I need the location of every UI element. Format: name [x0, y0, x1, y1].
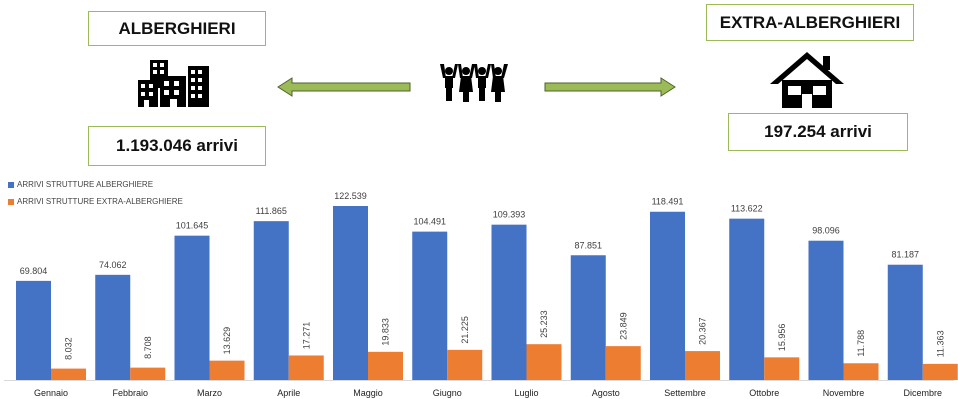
data-label-extra: 13.629 — [222, 327, 232, 355]
data-label-extra: 21.225 — [460, 316, 470, 344]
arrivals-bar-chart: 69.804 8.032 Gennaio 74.062 8.708 Febbraio 101… — [4, 191, 958, 398]
data-label-hotel: 74.062 — [99, 260, 127, 270]
extra-arrivals: 197.254 arrivi — [764, 122, 872, 141]
x-tick-label: Dicembre — [903, 388, 942, 398]
bar-hotel — [808, 240, 844, 380]
bar-extra — [764, 357, 800, 380]
extra-arrivals-box: 197.254 arrivi — [728, 113, 908, 151]
data-label-hotel: 109.393 — [493, 210, 526, 220]
data-label-hotel: 101.645 — [176, 221, 209, 231]
data-label-extra: 8.708 — [143, 336, 153, 359]
bar-hotel — [729, 218, 765, 380]
bar-hotel — [174, 235, 210, 380]
data-label-extra: 20.367 — [698, 317, 708, 345]
x-tick-label: Febbraio — [112, 388, 148, 398]
bar-hotel — [650, 211, 685, 380]
x-tick-label: Novembre — [823, 388, 865, 398]
bar-hotel — [570, 255, 606, 380]
bar-hotel — [253, 221, 289, 380]
bar-hotel — [887, 264, 923, 380]
x-tick-label: Marzo — [197, 388, 222, 398]
data-label-hotel: 118.491 — [652, 197, 684, 207]
data-label-hotel: 111.865 — [256, 206, 287, 216]
x-tick-label: Aprile — [277, 388, 300, 398]
bar-extra — [605, 346, 641, 380]
x-tick-label: Luglio — [514, 388, 538, 398]
bar-extra — [843, 363, 879, 380]
bar-extra — [209, 360, 245, 380]
data-label-hotel: 113.622 — [731, 204, 763, 214]
bar-extra — [288, 355, 324, 380]
data-label-hotel: 122.539 — [334, 191, 367, 201]
legend-swatch-hotel — [8, 181, 14, 188]
bar-hotel — [16, 280, 51, 380]
bar-hotel — [412, 231, 448, 380]
bar-extra — [368, 351, 403, 380]
data-label-hotel: 104.491 — [413, 217, 446, 227]
group-people-icon — [440, 64, 508, 102]
hotel-arrivals-box: 1.193.046 arrivi — [88, 126, 266, 166]
bar-hotel — [333, 206, 368, 380]
x-tick-label: Settembre — [664, 388, 706, 398]
x-tick-label: Maggio — [353, 388, 383, 398]
data-label-extra: 15.956 — [777, 324, 787, 352]
data-label-extra: 23.849 — [618, 312, 628, 340]
extra-title: EXTRA-ALBERGHIERI — [719, 12, 901, 32]
legend-label-extra: ARRIVI STRUTTURE EXTRA-ALBERGHIERE — [17, 197, 183, 206]
bar-hotel — [95, 274, 131, 380]
data-label-hotel: 69.804 — [20, 266, 48, 276]
extra-title-box: EXTRA-ALBERGHIERI — [706, 4, 914, 41]
legend-item-extra: ARRIVI STRUTTURE EXTRA-ALBERGHIERE — [8, 197, 183, 206]
bar-extra — [447, 349, 483, 380]
legend-swatch-extra — [8, 198, 14, 205]
legend-item-hotel: ARRIVI STRUTTURE ALBERGHIERE — [8, 180, 153, 189]
bar-extra — [130, 367, 166, 380]
bar-hotel — [491, 224, 527, 380]
x-tick-label: Ottobre — [749, 388, 779, 398]
x-tick-label: Agosto — [592, 388, 620, 398]
x-tick-label: Giugno — [433, 388, 462, 398]
data-label-hotel: 98.096 — [812, 226, 840, 236]
bar-extra — [51, 368, 86, 380]
data-label-extra: 19.833 — [381, 318, 391, 346]
bar-extra — [685, 351, 720, 380]
data-label-hotel: 81.187 — [891, 250, 919, 260]
bar-extra — [922, 363, 958, 380]
house-icon — [770, 52, 844, 108]
left-arrow-icon — [277, 77, 411, 97]
x-tick-label: Gennaio — [34, 388, 68, 398]
data-label-extra: 8.032 — [64, 337, 74, 360]
data-label-extra: 17.271 — [301, 322, 311, 350]
data-label-extra: 11.788 — [856, 330, 866, 357]
hotel-buildings-icon — [138, 60, 209, 107]
bar-extra — [526, 344, 562, 380]
data-label-extra: 25.233 — [539, 310, 549, 338]
data-label-hotel: 87.851 — [574, 240, 602, 250]
hotel-title: ALBERGHIERI — [118, 18, 236, 38]
right-arrow-icon — [544, 77, 676, 97]
legend-label-hotel: ARRIVI STRUTTURE ALBERGHIERE — [17, 180, 154, 189]
data-label-extra: 11.363 — [935, 330, 945, 357]
hotel-title-box: ALBERGHIERI — [88, 11, 266, 46]
hotel-arrivals: 1.193.046 arrivi — [116, 136, 238, 155]
